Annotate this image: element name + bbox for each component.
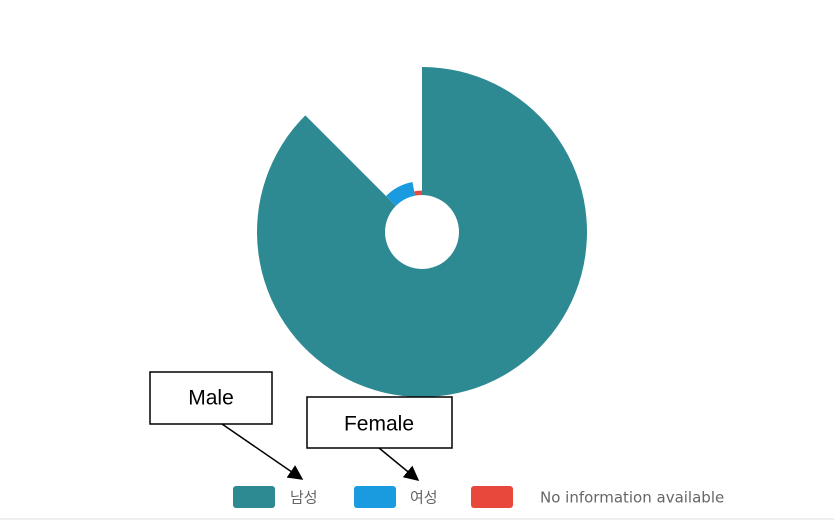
legend-swatch xyxy=(233,486,275,508)
legend-swatch xyxy=(354,486,396,508)
legend-label: 여성 xyxy=(410,489,438,507)
annotation-box xyxy=(149,371,273,425)
annotation: Male xyxy=(188,387,234,410)
annotation-box xyxy=(306,396,453,449)
slice xyxy=(257,67,588,398)
slice xyxy=(414,190,422,196)
arrow xyxy=(378,447,420,481)
annotation: Female xyxy=(344,413,414,436)
legend-label: 남성 xyxy=(290,489,318,507)
legend-label: No information available xyxy=(540,489,724,507)
arrow xyxy=(221,423,304,480)
annotations: Male Female xyxy=(149,371,453,481)
slice xyxy=(386,182,416,206)
legend-swatch xyxy=(471,486,513,508)
